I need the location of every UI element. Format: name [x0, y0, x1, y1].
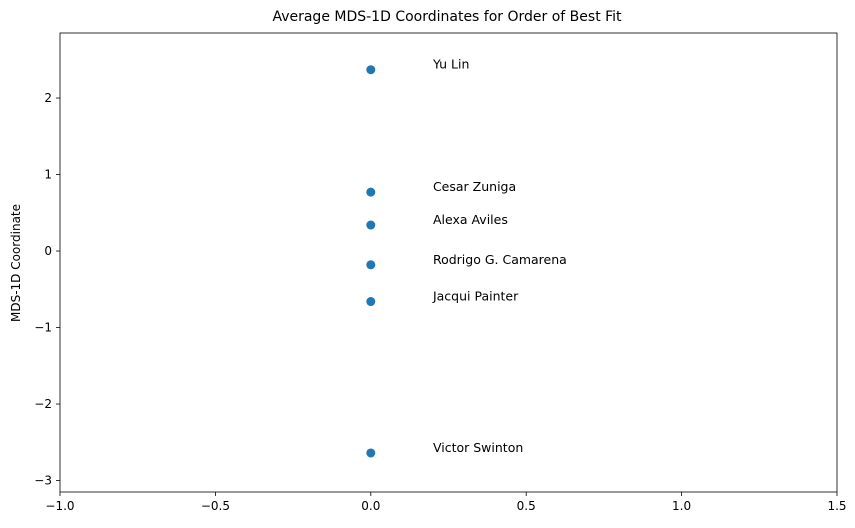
point-label: Rodrigo G. Camarena: [433, 252, 567, 267]
y-tick-label: −1: [34, 321, 52, 335]
x-tick-label: 1.5: [827, 499, 846, 513]
x-tick-label: 0.0: [361, 499, 380, 513]
plot-area: −1.0 −0.5 0.0 0.5 1.0 1.5 −3 −2 −1 0 1 2 Yu Lin Cesar…: [34, 32, 847, 513]
y-tick-label: −3: [34, 474, 52, 488]
point-label: Cesar Zuniga: [433, 179, 516, 194]
x-tick-label: 0.5: [517, 499, 536, 513]
point-label: Yu Lin: [432, 57, 469, 72]
scatter-point: [366, 187, 376, 197]
y-axis-label: MDS-1D Coordinate: [9, 204, 23, 322]
x-tick-label: −0.5: [201, 499, 230, 513]
x-tick-label: −1.0: [45, 499, 74, 513]
scatter-point: [366, 220, 376, 230]
point-label: Alexa Aviles: [433, 212, 508, 227]
point-label: Jacqui Painter: [432, 289, 519, 304]
y-tick-label: 0: [44, 244, 52, 258]
y-tick-label: 2: [44, 91, 52, 105]
scatter-point: [366, 65, 376, 75]
scatter-point: [366, 297, 376, 307]
point-label: Victor Swinton: [433, 440, 523, 455]
scatter-point: [366, 260, 376, 270]
x-tick-label: 1.0: [672, 499, 691, 513]
chart-title: Average MDS-1D Coordinates for Order of …: [272, 9, 622, 25]
y-tick-label: 1: [44, 168, 52, 182]
axes-frame: [59, 32, 838, 493]
scatter-point: [366, 448, 376, 458]
y-tick-label: −2: [34, 397, 52, 411]
